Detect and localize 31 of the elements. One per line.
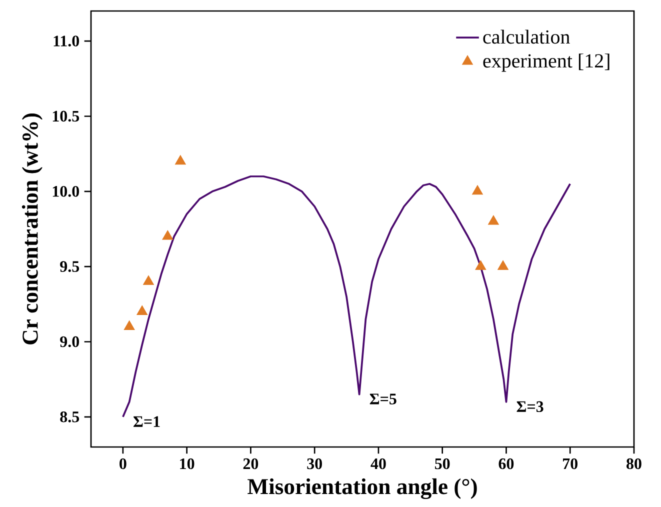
x-tick-label: 10 xyxy=(180,458,194,470)
x-axis-title: Misorientation angle (°) xyxy=(248,478,477,500)
x-tick-label: 20 xyxy=(243,458,258,470)
annotation: Σ=5 xyxy=(370,394,396,404)
x-tick-label: 60 xyxy=(498,458,514,470)
point xyxy=(472,185,483,195)
x-tick-label: 0 xyxy=(120,458,126,470)
x-tick-label: 40 xyxy=(370,458,386,470)
y-tick-label: 10.5 xyxy=(52,110,80,122)
y-axis-title: Cr concentration (wt%) xyxy=(22,114,42,344)
legend-label: experiment [12] xyxy=(483,54,610,72)
point xyxy=(498,260,508,270)
legend-label: calculation xyxy=(483,30,570,44)
point xyxy=(124,320,135,330)
y-tick-label: 9.5 xyxy=(60,261,80,272)
point xyxy=(143,275,154,285)
x-tick-label: 50 xyxy=(434,458,450,470)
point xyxy=(162,230,174,240)
y-tick-label: 8.5 xyxy=(60,411,80,422)
y-tick-label: 11.0 xyxy=(54,36,80,47)
point xyxy=(174,155,186,165)
x-tick-label: 30 xyxy=(307,458,322,470)
x-tick-label: 80 xyxy=(626,458,642,470)
y-tick-label: 9.0 xyxy=(60,336,80,348)
y-tick-label: 10.0 xyxy=(52,186,80,197)
annotation: Σ=1 xyxy=(134,416,160,427)
point xyxy=(488,215,499,225)
x-tick-label: 70 xyxy=(563,458,578,470)
point xyxy=(136,305,148,315)
annotation: Σ=3 xyxy=(516,401,544,412)
point xyxy=(475,260,486,270)
